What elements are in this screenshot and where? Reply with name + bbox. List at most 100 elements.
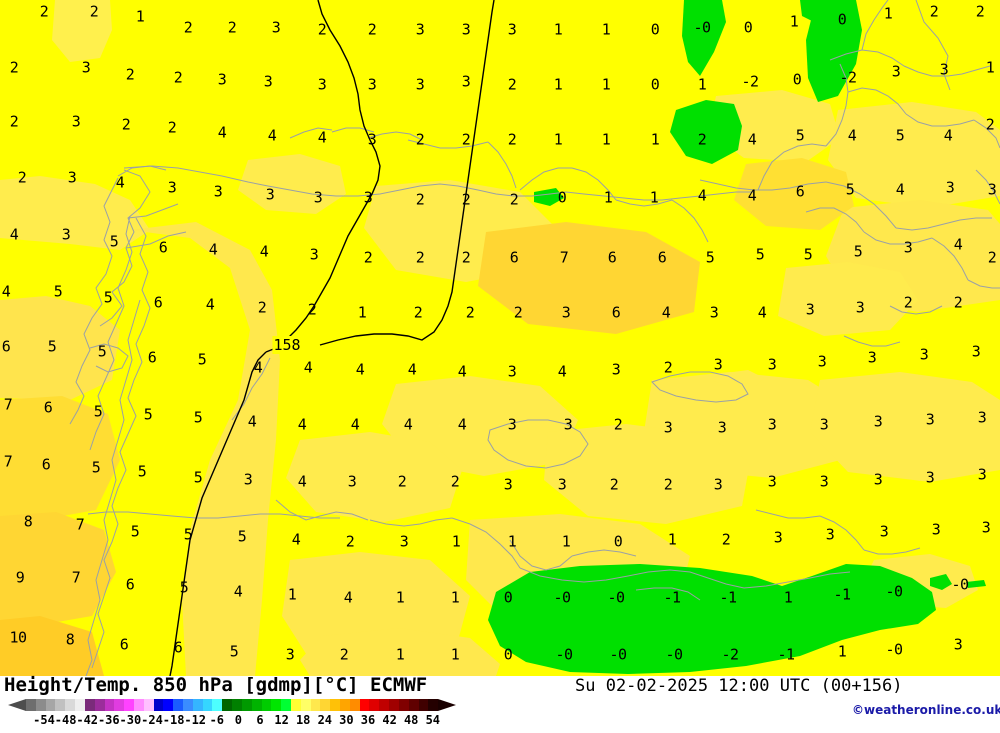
temperature-value: 5 bbox=[755, 245, 765, 264]
temperature-value: 1 bbox=[553, 130, 563, 149]
temperature-value: 3 bbox=[317, 75, 327, 94]
colorbar-swatch bbox=[153, 699, 164, 711]
colorbar-swatch bbox=[133, 699, 144, 711]
temperature-value: 4 bbox=[350, 415, 360, 434]
temperature-value: 3 bbox=[855, 298, 865, 317]
colorbar-swatch bbox=[143, 699, 154, 711]
colorbar-swatch bbox=[26, 699, 36, 711]
temperature-value: 2 bbox=[513, 303, 523, 322]
temperature-value: 7 bbox=[3, 452, 13, 471]
temperature-value: 0 bbox=[613, 532, 623, 551]
temperature-value: 3 bbox=[713, 355, 723, 374]
temperature-value: ‑0 bbox=[553, 588, 571, 607]
temperature-value: 3 bbox=[919, 345, 929, 364]
colorbar-tick: 0 bbox=[234, 713, 243, 727]
temperature-value: 2 bbox=[363, 248, 373, 267]
valid-datetime: Su 02‑02‑2025 12:00 UTC (00+156) bbox=[575, 676, 903, 696]
temperature-value: 5 bbox=[91, 458, 101, 477]
temperature-value: 3 bbox=[925, 468, 935, 487]
temperature-value: 3 bbox=[767, 415, 777, 434]
temperature-value: 2 bbox=[339, 645, 349, 664]
temperature-value: 4 bbox=[297, 415, 307, 434]
temperature-value: 5 bbox=[197, 350, 207, 369]
colorbar-swatch bbox=[310, 699, 321, 711]
colorbar-swatch bbox=[65, 699, 76, 711]
temperature-value: ‑0 bbox=[555, 645, 573, 664]
temperature-value: 3 bbox=[271, 18, 281, 37]
temperature-value: 3 bbox=[561, 303, 571, 322]
temperature-value: 4 bbox=[247, 412, 257, 431]
temperature-value: 3 bbox=[557, 475, 567, 494]
temperature-value: ‑2 bbox=[741, 72, 759, 91]
temperature-value: 2 bbox=[227, 18, 237, 37]
temperature-value: 6 bbox=[158, 238, 168, 257]
temperature-value: 6 bbox=[611, 303, 621, 322]
colorbar-swatch bbox=[75, 699, 85, 711]
coastline-layer bbox=[69, 0, 1000, 676]
temperature-value: 3 bbox=[953, 635, 963, 654]
temperature-value: 1 bbox=[287, 585, 297, 604]
temperature-value: 3 bbox=[167, 178, 177, 197]
temperature-value: ‑0 bbox=[951, 575, 969, 594]
temperature-value: 0 bbox=[503, 588, 513, 607]
colorbar-swatch bbox=[398, 699, 409, 711]
colorbar-swatch bbox=[330, 699, 340, 711]
temperature-value: 2 bbox=[985, 115, 995, 134]
colorbar-tick: ‑6 bbox=[209, 713, 225, 727]
colorbar-tick-labels: ‑54 ‑48 ‑42 ‑36 ‑30 ‑24 ‑18 ‑12 ‑6 0 6 12 18 24 30 36 42… bbox=[0, 713, 480, 731]
temperature-value: 6 bbox=[1, 337, 11, 356]
temperature-value: 3 bbox=[263, 72, 273, 91]
temperature-value: 6 bbox=[607, 248, 617, 267]
colorbar-swatch bbox=[222, 699, 233, 711]
colorbar-swatch bbox=[35, 699, 46, 711]
temperature-value: 3 bbox=[767, 472, 777, 491]
temperature-value: 4 bbox=[457, 362, 467, 381]
temperature-value: 3 bbox=[285, 645, 295, 664]
temperature-value: 2 bbox=[450, 472, 460, 491]
colorbar-swatch bbox=[359, 699, 370, 711]
temperature-value: 4 bbox=[943, 126, 953, 145]
temperature-value: 3 bbox=[81, 58, 91, 77]
temperature-value: 4 bbox=[355, 360, 365, 379]
temperature-value: 4 bbox=[267, 126, 277, 145]
temperature-value: 3 bbox=[971, 342, 981, 361]
temperature-value: 1 bbox=[985, 58, 995, 77]
temperature-value: 4 bbox=[297, 472, 307, 491]
temperature-value: 3 bbox=[891, 62, 901, 81]
colorbar-swatch bbox=[290, 699, 301, 711]
temperature-value: 4 bbox=[317, 128, 327, 147]
colorbar-tick: 54 bbox=[425, 713, 441, 727]
temperature-value: 2 bbox=[397, 472, 407, 491]
temperature-value: 4 bbox=[747, 130, 757, 149]
temperature-value: 2 bbox=[317, 20, 327, 39]
temperature-value: 1 bbox=[395, 645, 405, 664]
temperature-value: 3 bbox=[415, 20, 425, 39]
temperature-value: 1 bbox=[395, 588, 405, 607]
colorbar-tick: 12 bbox=[274, 713, 289, 727]
temperature-value: 3 bbox=[309, 245, 319, 264]
temperature-value: 3 bbox=[399, 532, 409, 551]
temperature-value: 5 bbox=[103, 288, 113, 307]
temperature-value: 5 bbox=[229, 642, 239, 661]
colorbar-tick: 36 bbox=[360, 713, 376, 727]
temperature-value: 4 bbox=[697, 186, 707, 205]
colorbar-swatch bbox=[212, 699, 223, 711]
temperature-value: 1 bbox=[553, 75, 563, 94]
colorbar-swatch bbox=[379, 699, 390, 711]
temperature-value: 2 bbox=[345, 532, 355, 551]
temperature-value: ‑2 bbox=[839, 68, 857, 87]
map-canvas[interactable]: 2 2 1 2 2 3 2 2 3 3 3 1 1 0 ‑0 0 1 0 1 2 2 2 3 2 2 3 3 3 3 3 3 2 1 1 0 1 ‑2 0… bbox=[0, 0, 1000, 676]
temperature-value: 5 bbox=[237, 527, 247, 546]
temperature-value: 2 bbox=[507, 130, 517, 149]
temperature-value: 4 bbox=[1, 282, 11, 301]
contour-label: 158 bbox=[272, 336, 302, 354]
temperature-value: 3 bbox=[717, 418, 727, 437]
temperature-value: 2 bbox=[609, 475, 619, 494]
temperature-value: 3 bbox=[873, 470, 883, 489]
temperature-value: 0 bbox=[743, 18, 753, 37]
temperature-value: 3 bbox=[71, 112, 81, 131]
temperature-value: 5 bbox=[93, 402, 103, 421]
temperature-value: ‑2 bbox=[721, 645, 739, 664]
temperature-value: 3 bbox=[817, 352, 827, 371]
temperature-value: 3 bbox=[507, 415, 517, 434]
